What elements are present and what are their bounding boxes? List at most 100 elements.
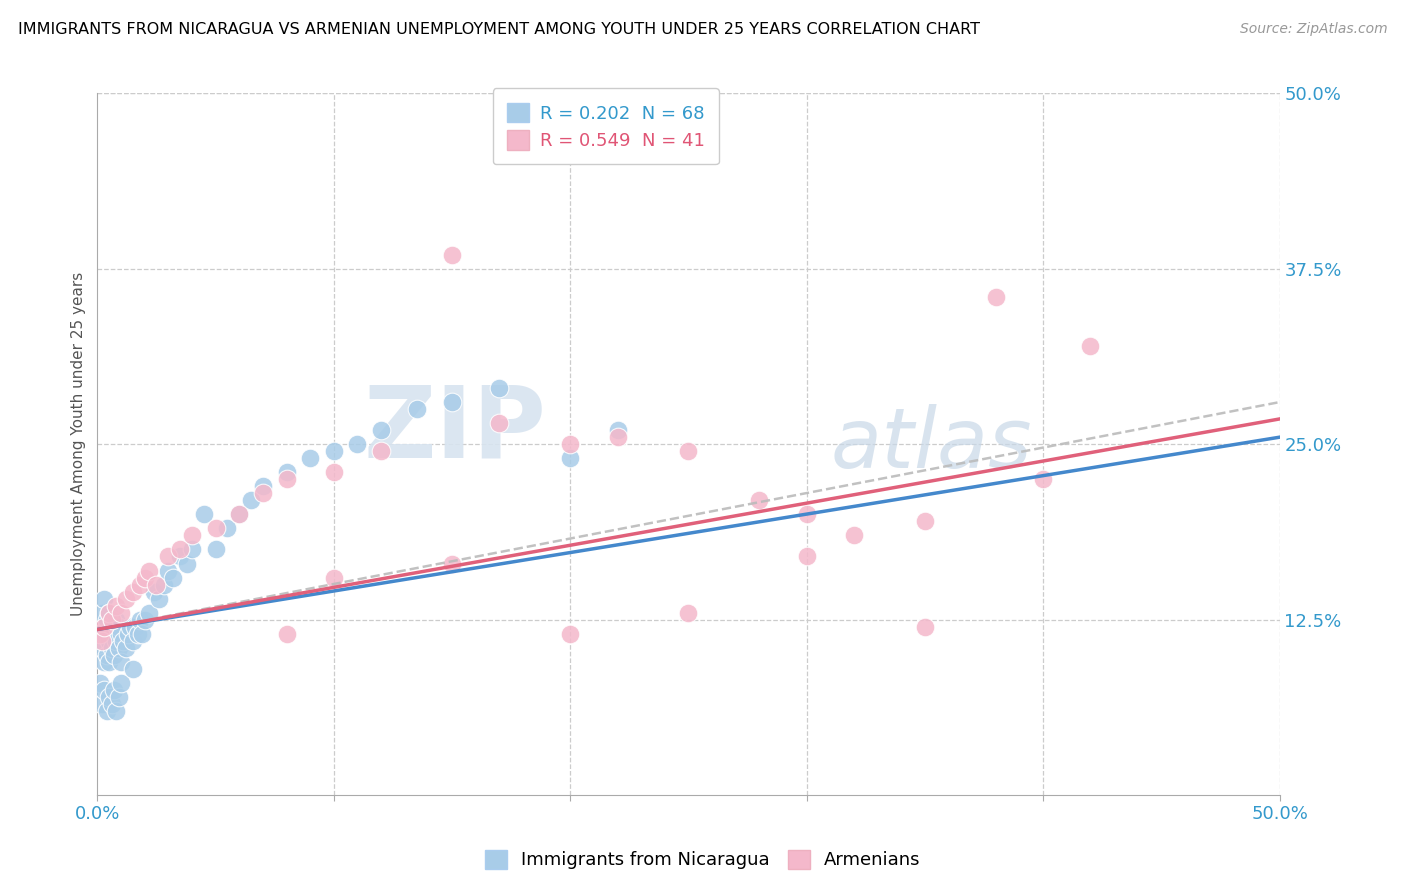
Point (112, 633, 135, 648)
Text: Source: ZipAtlas.com: Source: ZipAtlas.com (1240, 22, 1388, 37)
Point (169, 549, 191, 564)
Point (678, 606, 700, 620)
Point (91, 697, 114, 711)
Point (110, 655, 132, 669)
Point (121, 662, 143, 676)
Point (98, 690, 121, 704)
Point (138, 606, 160, 620)
Point (131, 626, 153, 640)
Point (117, 626, 139, 640)
Point (129, 613, 152, 627)
Point (228, 508, 250, 522)
Point (152, 577, 174, 591)
Point (93, 682, 115, 697)
Point (157, 549, 180, 564)
Point (89, 626, 111, 640)
Point (606, 423, 628, 437)
Point (105, 613, 128, 627)
Point (370, 423, 392, 437)
Point (440, 557, 463, 571)
Point (89, 675, 111, 690)
Point (100, 613, 122, 627)
Point (138, 564, 160, 578)
Point (143, 584, 166, 599)
Point (100, 697, 122, 711)
Point (100, 620, 122, 634)
Point (103, 648, 125, 662)
Point (322, 465, 344, 479)
Point (96, 648, 118, 662)
Point (91, 640, 114, 655)
Point (93, 620, 115, 634)
Point (276, 626, 298, 640)
Point (346, 437, 368, 451)
Point (796, 549, 818, 564)
Point (181, 528, 204, 542)
Point (110, 606, 132, 620)
Point (181, 542, 204, 557)
Point (914, 515, 936, 529)
Point (748, 493, 770, 508)
Legend: R = 0.202  N = 68, R = 0.549  N = 41: R = 0.202 N = 68, R = 0.549 N = 41 (492, 88, 718, 164)
Point (488, 416, 510, 430)
Point (96, 613, 118, 627)
Point (120, 620, 142, 634)
Point (560, 451, 582, 466)
Point (796, 508, 818, 522)
Point (148, 591, 170, 606)
Point (299, 451, 322, 466)
Text: IMMIGRANTS FROM NICARAGUA VS ARMENIAN UNEMPLOYMENT AMONG YOUTH UNDER 25 YEARS CO: IMMIGRANTS FROM NICARAGUA VS ARMENIAN UN… (18, 22, 980, 37)
Point (98, 606, 121, 620)
Point (560, 626, 582, 640)
Point (107, 690, 129, 704)
Point (91, 633, 114, 648)
Point (145, 577, 167, 591)
Point (107, 620, 129, 634)
Point (110, 626, 132, 640)
Point (606, 430, 628, 444)
Point (842, 528, 865, 542)
Point (440, 395, 463, 409)
Point (105, 599, 128, 613)
Point (121, 584, 143, 599)
Point (322, 444, 344, 458)
Point (370, 444, 392, 458)
Point (276, 465, 298, 479)
Point (560, 437, 582, 451)
Point (169, 542, 191, 557)
Point (107, 640, 129, 655)
Point (440, 248, 463, 262)
Point (89, 626, 111, 640)
Point (1080, 339, 1102, 353)
Point (124, 620, 146, 634)
Point (100, 640, 122, 655)
Point (678, 143, 700, 157)
Point (98, 655, 121, 669)
Point (114, 640, 136, 655)
Point (914, 620, 936, 634)
Point (678, 444, 700, 458)
Point (110, 675, 132, 690)
Point (157, 564, 180, 578)
Y-axis label: Unemployment Among Youth under 25 years: Unemployment Among Youth under 25 years (72, 272, 86, 616)
Point (93, 626, 115, 640)
Point (129, 577, 152, 591)
Point (127, 626, 149, 640)
Point (121, 633, 143, 648)
Point (193, 508, 215, 522)
Point (103, 682, 125, 697)
Point (217, 521, 239, 535)
Point (252, 479, 274, 493)
Point (204, 542, 226, 557)
Point (276, 472, 298, 486)
Text: ZIP: ZIP (364, 382, 547, 479)
Point (134, 613, 156, 627)
Point (91, 606, 114, 620)
Point (105, 633, 128, 648)
Point (405, 402, 427, 417)
Point (98, 633, 121, 648)
Point (204, 521, 226, 535)
Point (228, 508, 250, 522)
Point (93, 591, 115, 606)
Legend: Immigrants from Nicaragua, Armenians: Immigrants from Nicaragua, Armenians (477, 840, 929, 879)
